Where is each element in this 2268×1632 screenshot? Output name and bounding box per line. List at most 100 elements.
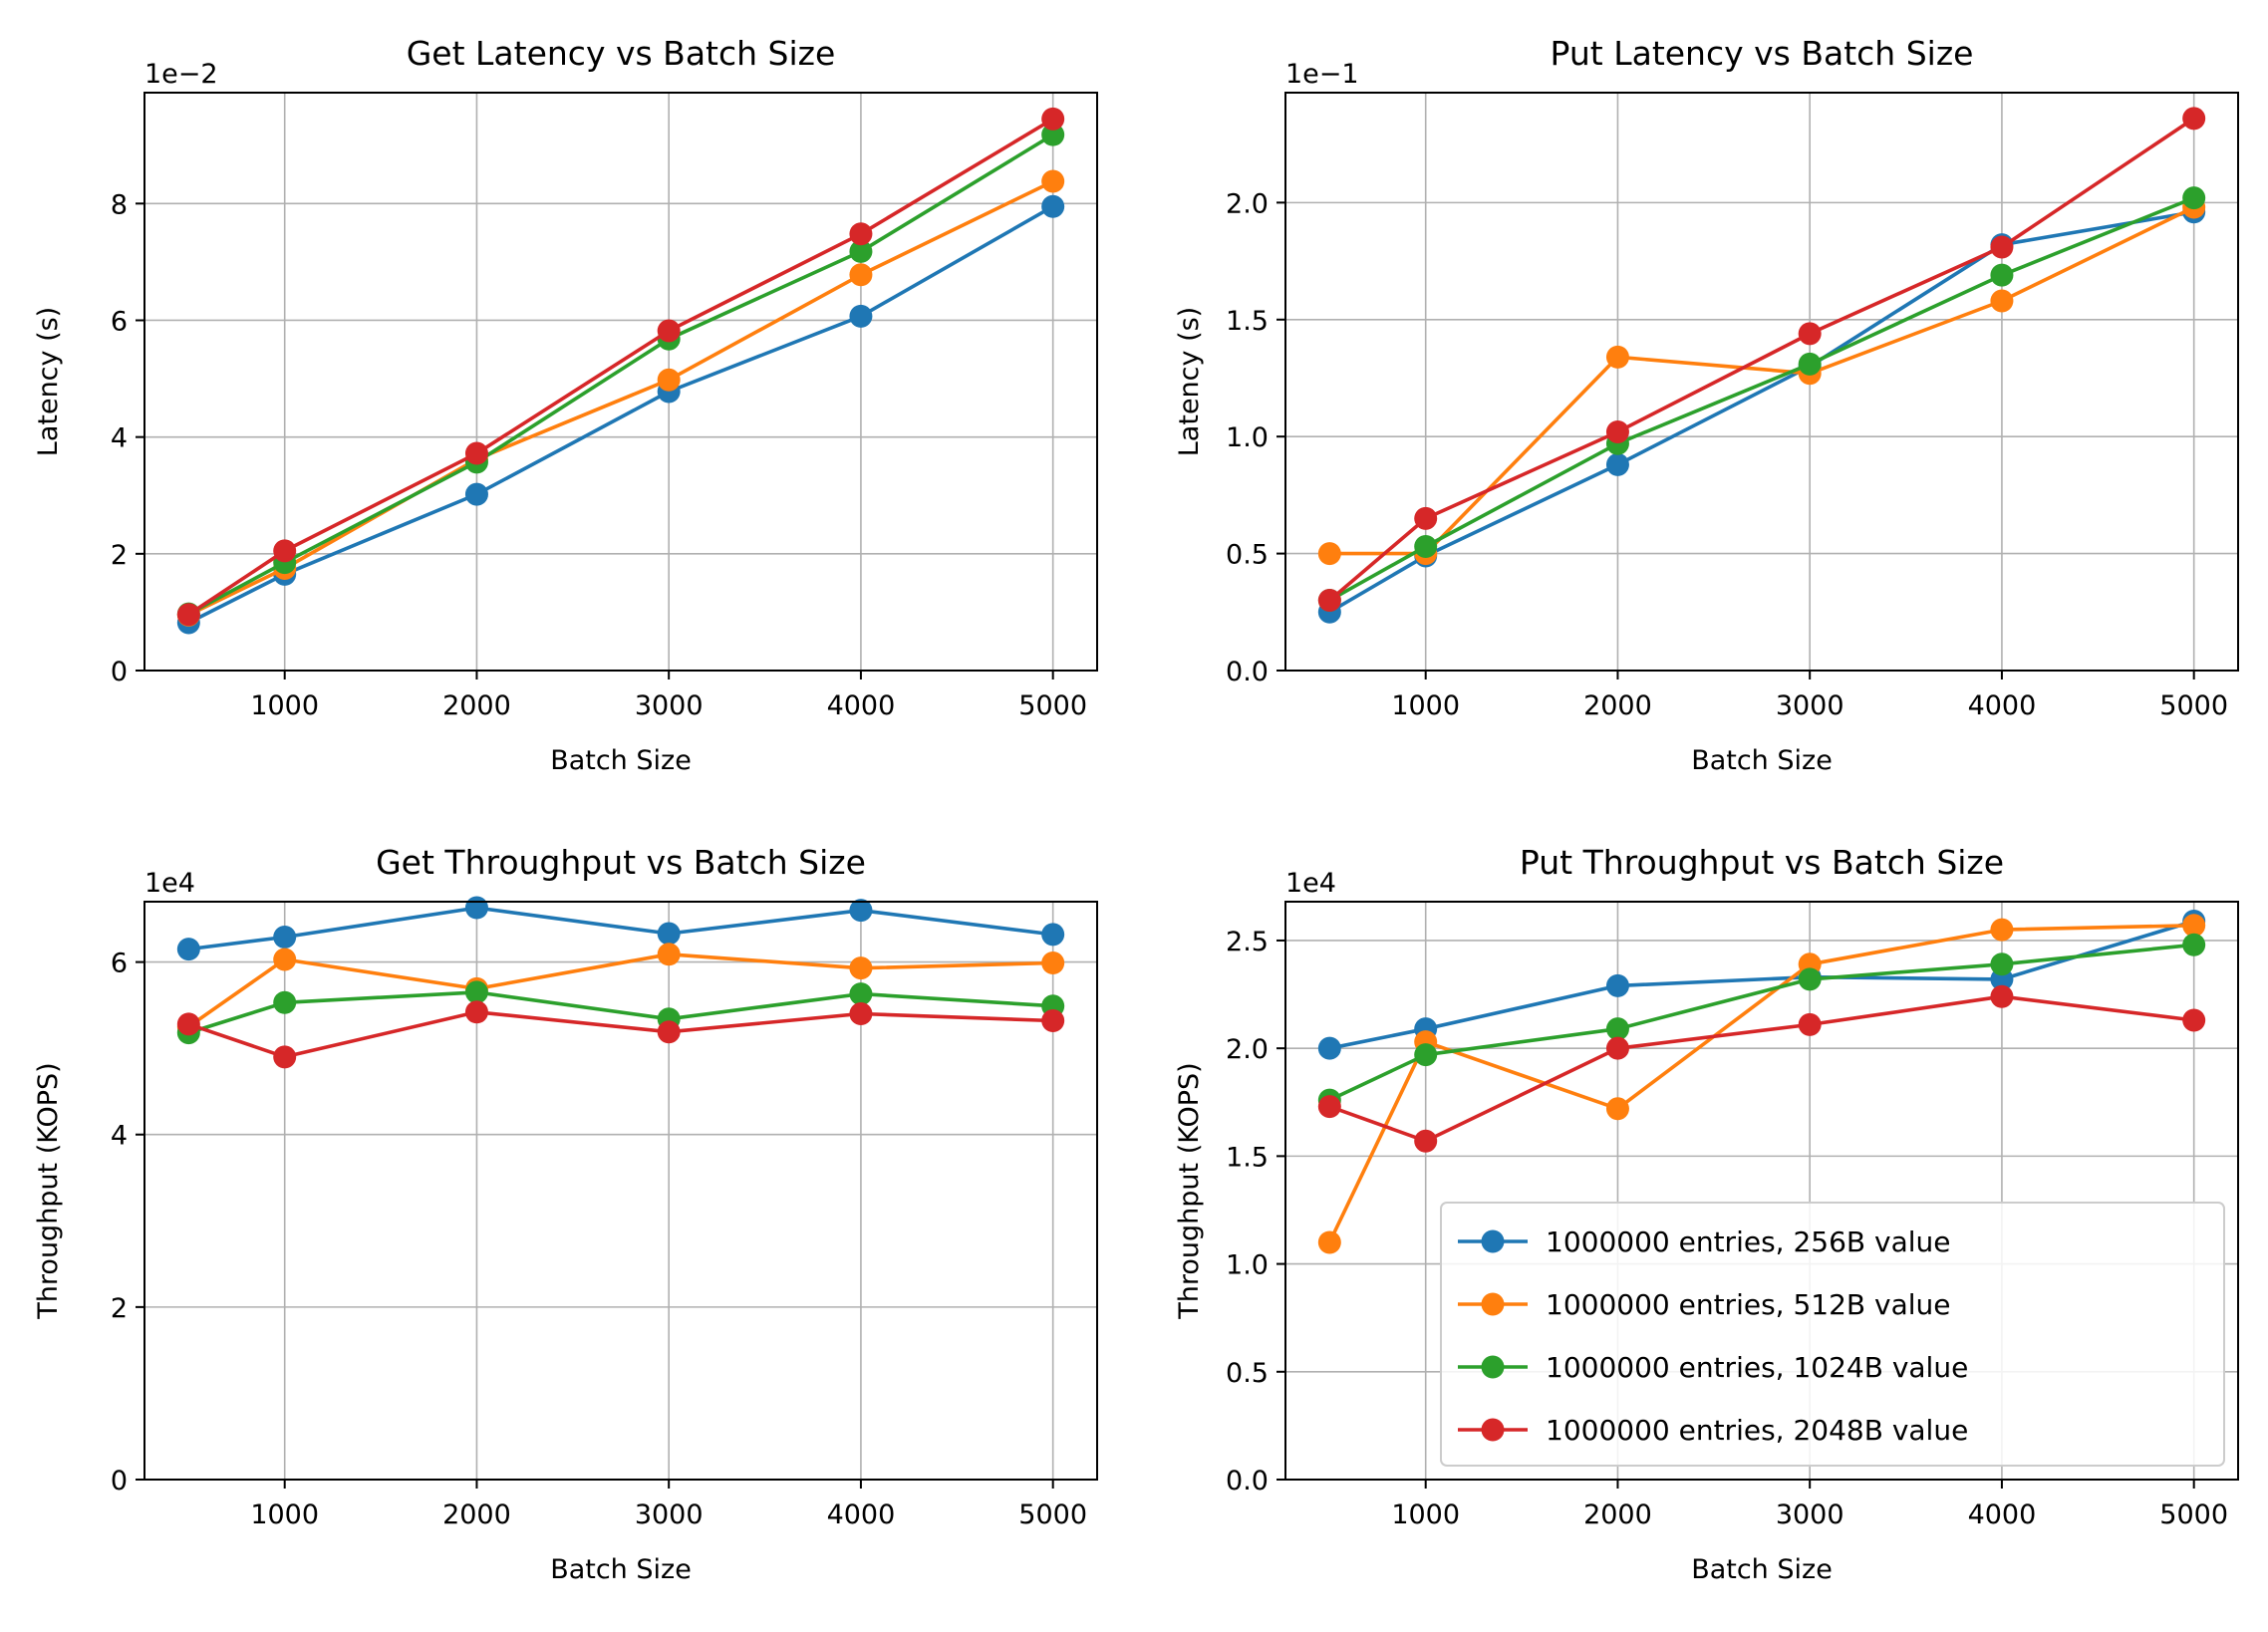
data-point [657,943,681,966]
x-tick-label: 1000 [1391,690,1460,721]
data-point [464,1000,488,1024]
data-point [1605,1017,1629,1041]
series-line-4 [187,117,1054,617]
y-axis-label: Latency (s) [1174,307,1205,456]
data-point [2182,107,2206,131]
data-point [2182,186,2206,210]
data-point [176,603,200,627]
legend: 1000000 entries, 256B value 1000000 entri… [1440,1202,2225,1467]
legend-swatch-marker [1481,1355,1505,1379]
y-axis-label: Latency (s) [33,307,64,456]
series-line-3 [1328,196,2195,603]
data-point [273,925,297,949]
chart-panel-1: 1000 2000 3000 4000 5000 0 2 4 6 8 1e−2 Get Latency… [33,34,1098,776]
series-line-1 [187,204,1054,625]
data-point [464,896,488,920]
series-line-4 [1328,117,2195,602]
y-tick-label: 0.5 [1226,540,1269,571]
data-point [1414,1129,1438,1153]
legend-item-4: 1000000 entries, 2048B value [1458,1414,1968,1447]
data-point [1990,263,2014,287]
series-line-4 [187,1009,1053,1059]
axis-offset-text: 1e4 [1285,868,1336,899]
axes-frame [1284,92,2239,672]
data-point [849,956,873,980]
data-point [273,539,297,563]
data-point [1041,951,1065,974]
data-point [464,482,488,506]
y-tick-label: 6 [111,306,128,337]
legend-item-2: 1000000 entries, 512B value [1458,1288,1951,1321]
axis-offset-text: 1e−2 [144,59,218,90]
data-point [849,304,873,328]
data-point [1414,535,1438,559]
data-point [1041,1008,1065,1032]
x-tick-label: 2000 [442,1499,511,1530]
series-line-1 [188,906,1053,952]
data-point [1317,589,1341,613]
x-tick-label: 1000 [1391,1499,1460,1530]
data-point [1605,1036,1629,1060]
axes-frame [143,92,1098,672]
y-tick-label: 0 [111,657,128,687]
x-tick-label: 5000 [1018,690,1087,721]
data-point [849,899,873,923]
data-point [1041,123,1065,146]
data-point [657,319,681,343]
data-point [2182,933,2206,956]
x-tick-label: 2000 [1583,1499,1652,1530]
data-point [1990,984,2014,1008]
data-point [1317,1230,1341,1254]
x-tick-label: 3000 [635,1499,704,1530]
data-point [1798,1012,1822,1036]
x-tick-label: 2000 [1583,690,1652,721]
y-tick-label: 1.5 [1226,1142,1269,1173]
series-line-3 [1328,943,2194,1102]
data-point [176,938,200,961]
x-tick-label: 4000 [1968,690,2037,721]
data-point [1798,322,1822,346]
data-point [1317,542,1341,566]
series-line-2 [187,179,1054,617]
legend-item-1: 1000000 entries, 256B value [1458,1225,1951,1258]
data-point [176,1012,200,1036]
data-point [849,239,873,263]
data-point [1041,923,1065,947]
x-tick-label: 4000 [827,690,896,721]
data-point [849,1002,873,1026]
y-tick-label: 2 [111,1293,128,1324]
data-point [1798,967,1822,991]
chart-title: Put Throughput vs Batch Size [1520,843,2004,882]
axes-frame [143,901,1098,1481]
data-point [273,948,297,971]
x-tick-label: 5000 [2159,690,2228,721]
x-axis-label: Batch Size [1691,745,1833,776]
data-point [657,1020,681,1044]
legend-box [1440,1202,2225,1467]
data-point [1317,1095,1341,1119]
data-point [1990,918,2014,942]
y-tick-label: 2 [111,540,128,571]
x-tick-label: 3000 [1776,1499,1844,1530]
x-axis-label: Batch Size [1691,1554,1833,1585]
chart-title: Put Latency vs Batch Size [1551,34,1974,73]
axis-offset-text: 1e4 [144,868,195,899]
y-tick-label: 0.0 [1226,657,1269,687]
x-tick-label: 4000 [827,1499,896,1530]
data-point [1605,345,1629,369]
series-line-1 [1328,919,2195,1050]
data-point [1605,973,1629,997]
y-axis-label: Throughput (KOPS) [33,1062,64,1319]
data-point [1605,1097,1629,1121]
x-tick-label: 5000 [2159,1499,2228,1530]
chart-panel-4: 1000 2000 3000 4000 5000 0.0 0.5 1.0 1.5 2.0 2.5 1e… [1174,843,2239,1585]
legend-item-3: 1000000 entries, 1024B value [1458,1351,1968,1384]
x-tick-label: 1000 [250,1499,319,1530]
data-point [849,982,873,1006]
series-line-3 [187,990,1053,1035]
legend-label: 1000000 entries, 2048B value [1546,1414,1968,1447]
x-tick-label: 2000 [442,690,511,721]
x-axis-label: Batch Size [550,745,692,776]
data-point [1041,194,1065,218]
data-point [273,1045,297,1069]
